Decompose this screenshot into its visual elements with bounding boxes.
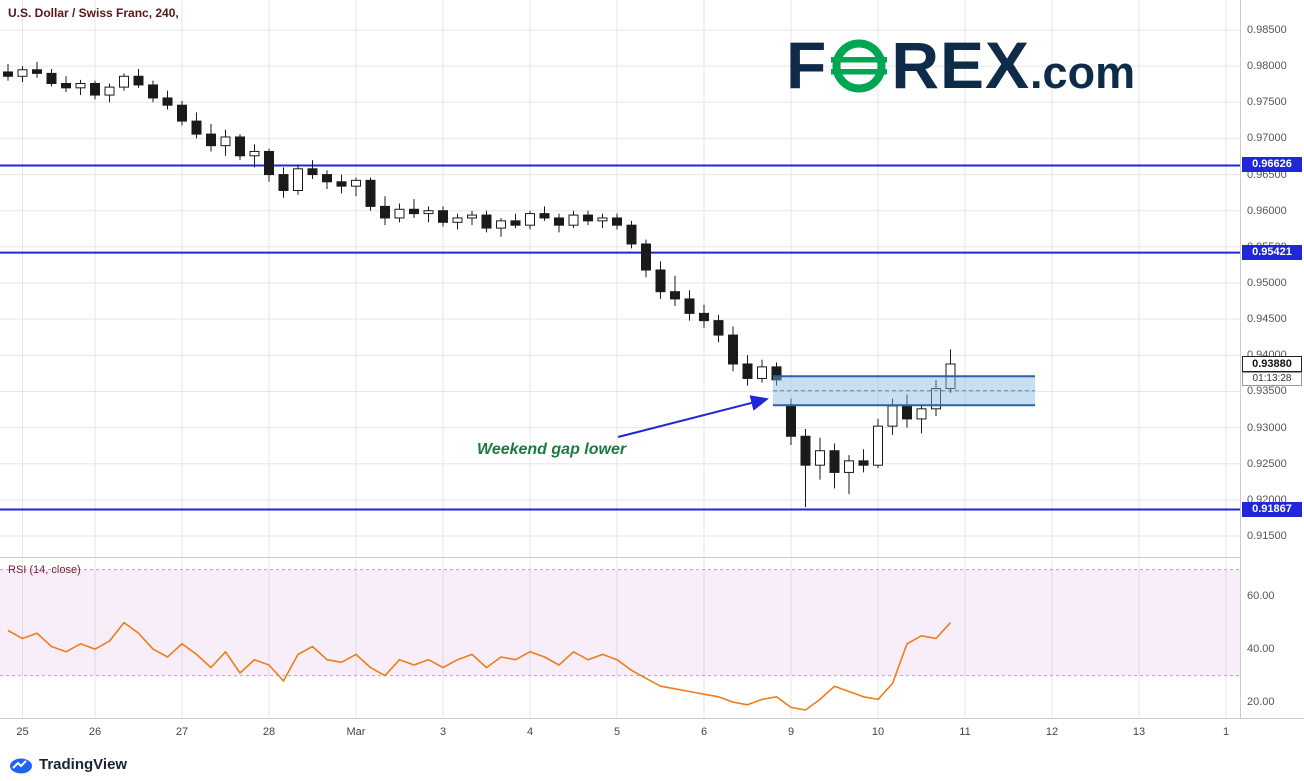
price-tick-label: 0.93000 <box>1247 421 1287 434</box>
price-tick-label: 0.96000 <box>1247 204 1287 217</box>
price-tick-label: 0.91500 <box>1247 530 1287 543</box>
time-axis-label: 27 <box>175 726 189 738</box>
forex-logo: F REX .com <box>786 28 1136 102</box>
time-axis-label: 26 <box>88 726 102 738</box>
forex-logo-rex: REX <box>891 28 1031 102</box>
price-tick-label: 0.97000 <box>1247 132 1287 145</box>
rsi-band <box>0 569 1240 676</box>
v-gridlines <box>22 0 1227 557</box>
rsi-v-gridlines <box>22 559 1227 718</box>
time-axis-label: 9 <box>787 726 795 738</box>
rsi-pane[interactable] <box>0 559 1240 718</box>
forex-logo-o-icon <box>831 39 888 93</box>
footer-bar: TradingView <box>0 748 1304 781</box>
forex-logo-f: F <box>786 28 828 102</box>
candlestick-series <box>3 61 956 508</box>
h-gridlines <box>0 29 1240 537</box>
time-axis-label: 13 <box>1132 726 1146 738</box>
time-axis[interactable]: 25 26 27 28 Mar 3 4 5 6 9 10 11 12 13 1 <box>0 718 1304 749</box>
rsi-tick-label: 20.00 <box>1247 696 1275 709</box>
price-tick-label: 0.95000 <box>1247 277 1287 290</box>
time-axis-label: 4 <box>526 726 534 738</box>
time-axis-label: Mar <box>346 726 366 738</box>
rsi-title[interactable]: RSI (14, close) <box>8 564 81 576</box>
gap-zone-drawing[interactable] <box>773 375 1035 407</box>
rsi-line <box>7 621 952 711</box>
gap-annotation-text[interactable]: Weekend gap lower <box>477 441 627 458</box>
gap-arrow-drawing[interactable] <box>617 395 769 438</box>
rsi-tick-label: 40.00 <box>1247 643 1275 656</box>
time-axis-label: 12 <box>1045 726 1059 738</box>
price-tick-label: 0.97500 <box>1247 96 1287 109</box>
time-axis-label: 25 <box>16 726 29 738</box>
price-tick-label: 0.98000 <box>1247 60 1287 73</box>
time-axis-label: 10 <box>871 726 885 738</box>
price-axis[interactable]: 0.93880 01:13:28 0.98500 0.98000 0.97500 0.… <box>1240 0 1304 718</box>
tradingview-logo-icon[interactable] <box>8 755 34 775</box>
time-axis-label: 3 <box>439 726 447 738</box>
last-price-label: 0.93880 <box>1242 356 1302 372</box>
forex-logo-suffix: .com <box>1030 46 1136 98</box>
level-price-label: 0.91867 <box>1242 501 1302 517</box>
price-tick-label: 0.92500 <box>1247 457 1287 470</box>
price-tick-label: 0.98500 <box>1247 24 1287 36</box>
price-tick-label: 0.94500 <box>1247 313 1287 326</box>
price-tick-label: 0.93500 <box>1247 385 1287 398</box>
rsi-tick-label: 60.00 <box>1247 590 1275 603</box>
level-price-label: 0.95421 <box>1242 244 1302 260</box>
main-chart-pane[interactable] <box>0 0 1240 557</box>
time-axis-label: 28 <box>262 726 276 738</box>
pane-separator[interactable] <box>0 557 1304 558</box>
support-resistance-lines[interactable] <box>0 164 1240 511</box>
time-axis-label: 1 <box>1222 726 1230 738</box>
level-price-label: 0.96626 <box>1242 157 1302 173</box>
bar-countdown-label: 01:13:28 <box>1242 372 1302 386</box>
symbol-legend[interactable]: U.S. Dollar / Swiss Franc, 240, <box>8 6 179 20</box>
time-axis-label: 6 <box>700 726 708 738</box>
time-axis-label: 11 <box>959 726 971 738</box>
tradingview-label[interactable]: TradingView <box>39 756 128 773</box>
time-axis-label: 5 <box>613 726 621 738</box>
